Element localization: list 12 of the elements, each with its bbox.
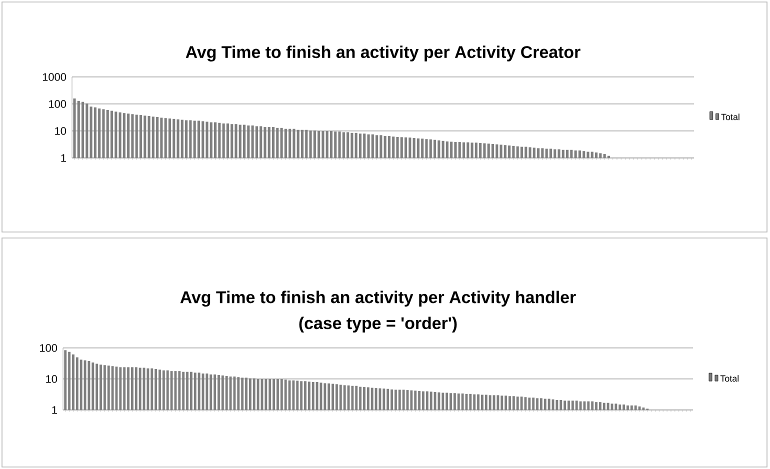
- y-tick-label: 1000: [42, 73, 66, 81]
- y-tick-label: 100: [49, 100, 66, 108]
- y-tick-label: 1: [52, 406, 57, 414]
- y-tick-label: 1: [61, 154, 66, 162]
- legend-label: Total: [720, 375, 739, 382]
- y-tick-label: 100: [40, 344, 58, 352]
- chart-title: Avg Time to finish an activity per Activity handler: [180, 290, 576, 307]
- chart-title: Avg Time to finish an activity per Activity Creator: [186, 46, 580, 62]
- y-tick-label: 10: [46, 375, 58, 383]
- y-tick-label: 10: [55, 127, 66, 135]
- chart-subtitle: (case type = 'order'): [299, 316, 457, 332]
- legend-label: Total: [721, 114, 740, 120]
